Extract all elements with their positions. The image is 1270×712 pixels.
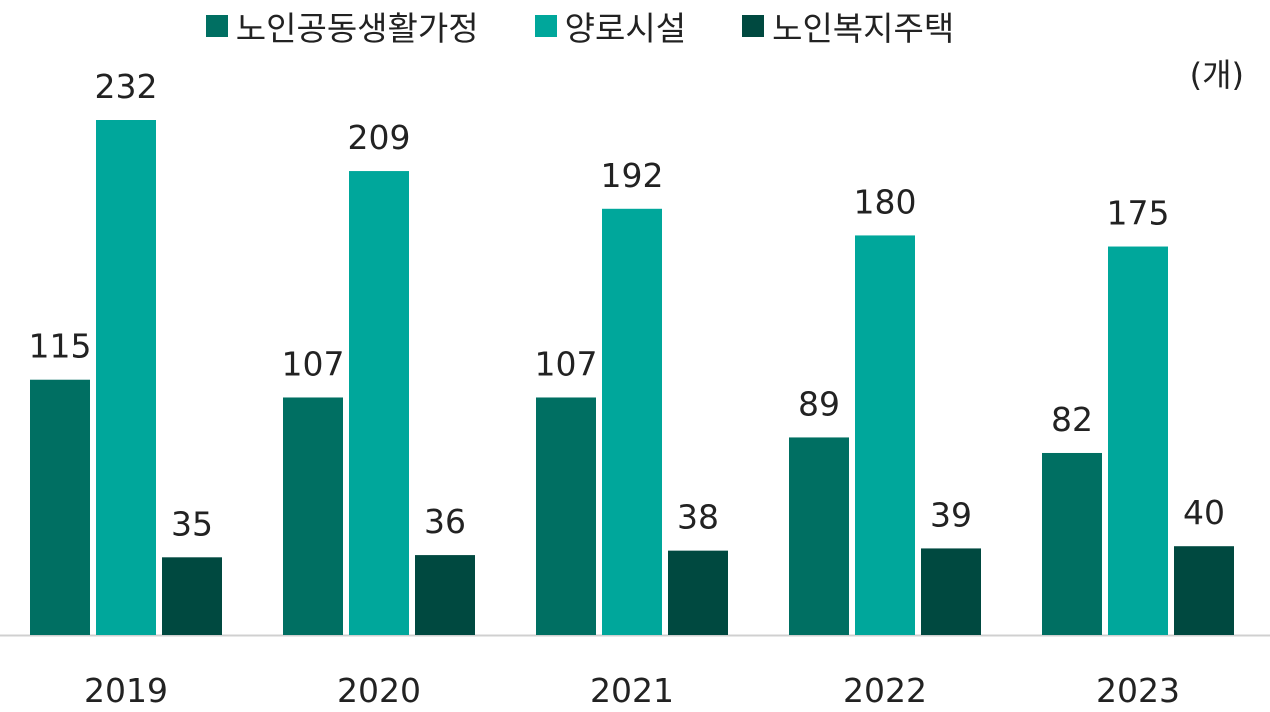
bar-2020-series-2 — [349, 171, 409, 635]
x-tick-label-2019: 2019 — [84, 671, 168, 710]
bar-2019-series-2 — [96, 120, 156, 635]
legend-swatch-series-3 — [742, 15, 765, 37]
bar-2021-series-3 — [668, 550, 728, 635]
legend-item-series-1: 노인공동생활가정 — [205, 2, 479, 50]
bar-2022-series-3 — [921, 548, 981, 635]
legend-label-series-1: 노인공동생활가정 — [235, 9, 479, 48]
bar-2019-series-3 — [162, 557, 222, 635]
bar-2023-series-1 — [1042, 452, 1102, 635]
x-tick-label-2021: 2021 — [590, 671, 674, 710]
legend-label-series-3: 노인복지주택 — [772, 9, 955, 48]
data-label-2022-series-1: 89 — [798, 384, 840, 423]
legend-label-series-2: 양로시설 — [564, 9, 687, 48]
data-label-2020-series-2: 209 — [348, 118, 411, 157]
x-tick-label-2023: 2023 — [1096, 671, 1180, 710]
bar-2022-series-2 — [855, 235, 915, 635]
data-label-2022-series-3: 39 — [930, 495, 972, 534]
bar-2021-series-2 — [602, 208, 662, 636]
bar-2023-series-3 — [1174, 546, 1234, 635]
legend-swatch-series-1 — [205, 15, 228, 37]
data-label-2020-series-3: 36 — [424, 502, 466, 541]
unit-label: (개) — [1189, 56, 1244, 94]
legend-item-series-2: 양로시설 — [534, 2, 687, 50]
legend-item-series-3: 노인복지주택 — [742, 2, 954, 50]
data-label-2021-series-2: 192 — [601, 156, 664, 195]
bar-2021-series-1 — [536, 397, 596, 635]
data-label-2021-series-1: 107 — [535, 344, 598, 383]
data-label-2020-series-1: 107 — [282, 344, 345, 383]
bar-2022-series-1 — [789, 437, 849, 635]
bar-2020-series-1 — [283, 397, 343, 635]
bar-2023-series-2 — [1108, 246, 1168, 636]
x-tick-label-2020: 2020 — [337, 671, 421, 710]
data-label-2021-series-3: 38 — [677, 498, 719, 537]
data-label-2023-series-2: 175 — [1107, 194, 1170, 233]
x-tick-label-2022: 2022 — [843, 671, 927, 710]
data-label-2023-series-3: 40 — [1183, 493, 1225, 532]
bar-2020-series-3 — [415, 555, 475, 635]
data-label-2019-series-2: 232 — [95, 67, 158, 106]
legend-swatch-series-2 — [534, 15, 557, 37]
data-label-2022-series-2: 180 — [854, 182, 917, 221]
data-label-2019-series-3: 35 — [171, 504, 213, 543]
data-label-2019-series-1: 115 — [29, 327, 92, 366]
data-label-2023-series-1: 82 — [1051, 400, 1093, 439]
chart-legend: 노인공동생활가정 양로시설 노인복지주택 — [0, 4, 1270, 48]
bar-2019-series-1 — [30, 379, 90, 635]
